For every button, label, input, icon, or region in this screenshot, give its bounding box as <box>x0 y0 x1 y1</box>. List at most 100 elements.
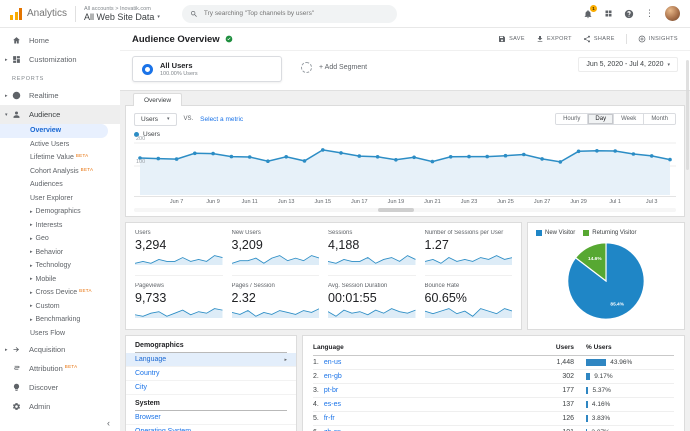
row-users: 126 <box>518 412 574 426</box>
search-box[interactable] <box>182 5 397 23</box>
chevron-down-icon: ▾ <box>167 116 170 122</box>
x-tick-label: Jun 21 <box>424 199 441 205</box>
vs-label: VS. <box>184 116 194 122</box>
page-scrollbar-thumb[interactable] <box>686 60 689 170</box>
sidebar-subitem-audiences[interactable]: Audiences <box>0 178 120 192</box>
segment-title: All Users <box>160 61 198 70</box>
granularity-week-button[interactable]: Week <box>613 114 643 124</box>
sidebar-subitem-benchmarking[interactable]: ▸ Benchmarking <box>0 313 120 327</box>
logo-text: Analytics <box>27 8 67 19</box>
sidebar-item-home[interactable]: Home <box>0 31 120 50</box>
report-header: Audience Overview SAVE EXPORT SH <box>120 28 690 51</box>
save-button[interactable]: SAVE <box>498 35 525 43</box>
sidebar-item-admin[interactable]: Admin <box>0 397 120 416</box>
sidebar-subitem-cohort-analysis[interactable]: Cohort Analysis BETA <box>0 165 120 179</box>
sidebar-item-discover[interactable]: Discover <box>0 378 120 397</box>
dimension-language[interactable]: Language▸ <box>126 353 296 367</box>
sidebar-collapse-chevron-icon[interactable]: ‹ <box>107 418 110 428</box>
account-selector[interactable]: All accounts > Inovatik.com All Web Site… <box>84 6 160 22</box>
tab-overview[interactable]: Overview <box>133 93 182 106</box>
metric-card-pageviews[interactable]: Pageviews 9,733 <box>135 283 223 323</box>
beta-badge: BETA <box>81 167 94 172</box>
metric-sparkline <box>135 253 223 265</box>
kebab-menu-icon[interactable]: ⋮ <box>645 8 654 19</box>
user-avatar[interactable] <box>665 6 680 21</box>
segment-all-users[interactable]: All Users 100.00% Users <box>132 56 282 82</box>
sidebar-subitem-demographics[interactable]: ▸ Demographics <box>0 205 120 219</box>
sidebar-subitem-active-users[interactable]: Active Users <box>0 138 120 152</box>
sidebar-subitem-mobile[interactable]: ▸ Mobile <box>0 273 120 287</box>
sidebar-subitem-cross-device[interactable]: ▸ Cross Device BETA <box>0 286 120 300</box>
col-header-pct-users[interactable]: % Users <box>574 341 674 356</box>
sidebar-subitem-lifetime-value[interactable]: Lifetime Value BETA <box>0 151 120 165</box>
dimension-city[interactable]: City <box>126 381 296 395</box>
metric-card-bounce-rate[interactable]: Bounce Rate 60.65% <box>425 283 513 323</box>
metric-card-number-of-sessions-per-user[interactable]: Number of Sessions per User 1.27 <box>425 230 513 276</box>
expand-caret-icon: ▸ <box>30 317 33 323</box>
col-header-language[interactable]: Language <box>313 341 518 356</box>
search-input[interactable] <box>204 10 389 17</box>
svg-text:85.4%: 85.4% <box>610 301 624 307</box>
row-pct: 43.96% <box>610 359 632 366</box>
row-rank: 5. <box>313 415 319 422</box>
sidebar-item-realtime[interactable]: ▸ Realtime <box>0 86 120 105</box>
new-visitor-swatch-icon <box>536 230 542 236</box>
language-table-body: 1.en-us 1,448 43.96% 2.en-gb 302 9.17% 3… <box>313 356 674 431</box>
sidebar-item-customization[interactable]: ▸ Customization <box>0 50 120 69</box>
new-visitor-label: New Visitor <box>545 230 575 236</box>
metric-card-pages-session[interactable]: Pages / Session 2.32 <box>232 283 320 323</box>
date-range-selector[interactable]: Jun 5, 2020 - Jul 4, 2020 ▾ <box>578 57 678 72</box>
verified-check-icon <box>225 35 233 43</box>
users-line-chart <box>134 141 676 195</box>
granularity-hourly-button[interactable]: Hourly <box>556 114 587 124</box>
svg-text:14.6%: 14.6% <box>588 256 602 262</box>
granularity-day-button[interactable]: Day <box>587 114 613 124</box>
sidebar-subitem-behavior[interactable]: ▸ Behavior <box>0 246 120 260</box>
chevron-down-icon: ▾ <box>667 62 670 68</box>
sidebar-subitem-geo[interactable]: ▸ Geo <box>0 232 120 246</box>
divider <box>75 6 76 22</box>
sidebar-subitem-user-explorer[interactable]: User Explorer <box>0 192 120 206</box>
sidebar-subitem-users-flow[interactable]: Users Flow <box>0 327 120 341</box>
metric-card-new-users[interactable]: New Users 3,209 <box>232 230 320 276</box>
dimension-country[interactable]: Country <box>126 367 296 381</box>
language-link[interactable]: es-es <box>324 401 341 408</box>
language-link[interactable]: en-us <box>324 359 342 366</box>
add-segment-button[interactable]: + Add Segment <box>292 56 376 79</box>
select-metric-link[interactable]: Select a metric <box>200 116 243 123</box>
share-button[interactable]: SHARE <box>583 35 615 43</box>
metric-card-avg-session-duration[interactable]: Avg. Session Duration 00:01:55 <box>328 283 416 323</box>
divider <box>626 34 627 44</box>
sidebar-subitem-overview[interactable]: Overview <box>0 124 108 138</box>
sidebar-item-acquisition[interactable]: ▸ Acquisition <box>0 340 120 359</box>
metric-select-dropdown[interactable]: Users ▾ <box>134 113 177 126</box>
row-users: 101 <box>518 426 574 431</box>
sidebar-subitem-custom[interactable]: ▸ Custom <box>0 300 120 314</box>
language-link[interactable]: en-gb <box>324 373 342 380</box>
dimension-operating-system[interactable]: Operating System <box>126 425 296 431</box>
sidebar-item-audience[interactable]: ▾ Audience <box>0 105 120 124</box>
granularity-month-button[interactable]: Month <box>643 114 675 124</box>
sidebar-subitem-interests[interactable]: ▸ Interests <box>0 219 120 233</box>
notification-badge: 1 <box>590 5 597 12</box>
customization-icon <box>12 55 22 64</box>
export-button[interactable]: EXPORT <box>536 35 572 43</box>
analytics-logo[interactable]: Analytics <box>10 8 67 20</box>
sidebar-item-attribution[interactable]: Attribution BETA <box>0 359 120 378</box>
sidebar-subitem-technology[interactable]: ▸ Technology <box>0 259 120 273</box>
system-header: System <box>135 400 287 411</box>
metric-card-sessions[interactable]: Sessions 4,188 <box>328 230 416 276</box>
metric-card-users[interactable]: Users 3,294 <box>135 230 223 276</box>
help-icon[interactable] <box>624 9 634 19</box>
notifications-bell-icon[interactable]: 1 <box>583 9 593 19</box>
col-header-users[interactable]: Users <box>518 341 574 356</box>
scrollbar-thumb[interactable] <box>378 208 414 212</box>
insights-button[interactable]: INSIGHTS <box>638 35 678 43</box>
language-link[interactable]: fr-fr <box>324 415 335 422</box>
dimension-browser[interactable]: Browser <box>126 411 296 425</box>
date-range-value: Jun 5, 2020 - Jul 4, 2020 <box>586 61 663 68</box>
apps-grid-icon[interactable] <box>604 9 613 18</box>
language-link[interactable]: pt-br <box>324 387 338 394</box>
expand-caret-icon: ▸ <box>30 236 33 242</box>
row-users: 137 <box>518 398 574 412</box>
